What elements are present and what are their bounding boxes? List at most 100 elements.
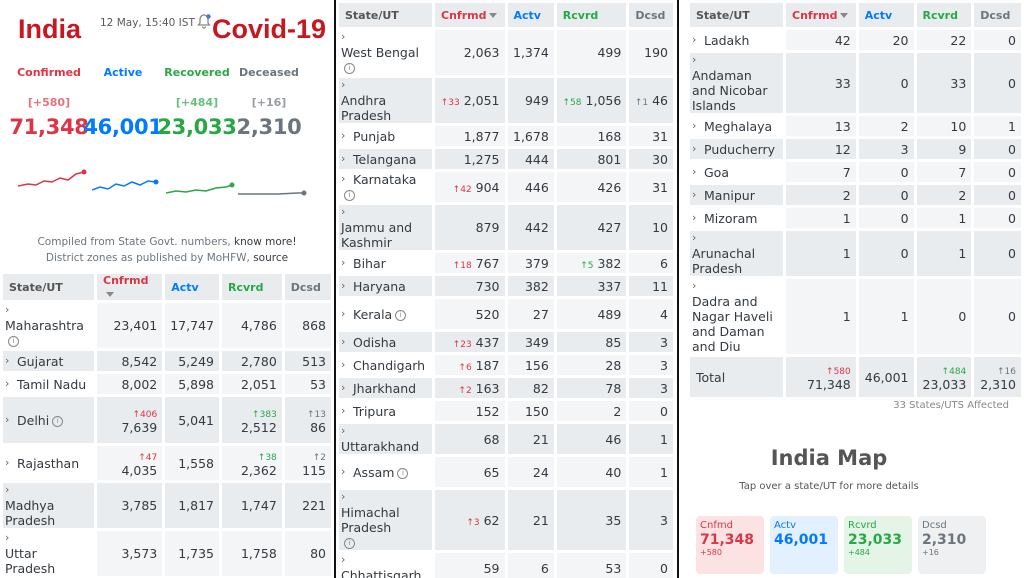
- state-cell[interactable]: › Punjab: [339, 126, 432, 146]
- state-cell[interactable]: › Andhra Pradesh: [339, 78, 432, 123]
- chevron-right-icon[interactable]: ›: [341, 403, 346, 417]
- info-icon[interactable]: i: [52, 415, 64, 427]
- info-icon[interactable]: i: [8, 336, 19, 347]
- chevron-right-icon[interactable]: ›: [692, 141, 697, 155]
- sort-caret-icon[interactable]: [106, 291, 114, 297]
- state-cell[interactable]: › Andaman and Nicobar Islands: [690, 53, 783, 113]
- header-deceased[interactable]: Dcsd: [629, 3, 673, 27]
- state-cell[interactable]: › Chhattisgarh: [339, 553, 432, 578]
- state-cell[interactable]: › Goa: [690, 162, 783, 182]
- state-cell[interactable]: › Jharkhand: [339, 378, 432, 398]
- map-card-recovered[interactable]: Rcvrd 23,033 +484: [844, 516, 912, 574]
- header-active[interactable]: Actv: [858, 3, 914, 27]
- state-cell[interactable]: › Mizoram: [690, 208, 783, 228]
- info-icon[interactable]: i: [395, 309, 407, 321]
- chevron-right-icon[interactable]: ›: [341, 306, 346, 320]
- chevron-right-icon[interactable]: ›: [5, 353, 10, 367]
- state-row[interactable]: › Chandigarh ↑6 187 156 28 3: [339, 355, 673, 375]
- state-row[interactable]: › Karnataka i ↑42 904 446 426 31: [339, 172, 673, 202]
- chevron-right-icon[interactable]: ›: [341, 151, 346, 165]
- state-row[interactable]: › Jharkhand ↑2 163 82 78 3: [339, 378, 673, 398]
- state-row[interactable]: › Chhattisgarh 59 6 53 0: [339, 553, 673, 578]
- state-row[interactable]: › Goa 7 0 7 0: [690, 162, 1021, 182]
- state-cell[interactable]: › Himachal Pradesh i: [339, 490, 432, 550]
- state-row[interactable]: › Madhya Pradesh 3,785 1,817 1,747 221: [3, 483, 331, 528]
- chevron-right-icon[interactable]: ›: [341, 380, 346, 394]
- state-cell[interactable]: › Gujarat: [3, 351, 94, 371]
- chevron-right-icon[interactable]: ›: [692, 53, 697, 66]
- state-row[interactable]: › Odisha ↑23 437 349 85 3: [339, 332, 673, 352]
- bell-icon[interactable]: [197, 14, 211, 30]
- chevron-right-icon[interactable]: ›: [692, 187, 697, 201]
- header-recovered[interactable]: Rcvrd: [916, 3, 972, 27]
- state-cell[interactable]: › Puducherry: [690, 139, 783, 159]
- state-row[interactable]: › Manipur 2 0 2 0: [690, 185, 1021, 205]
- state-cell[interactable]: › Jammu and Kashmir: [339, 205, 432, 250]
- state-cell[interactable]: › Tripura: [339, 401, 432, 421]
- state-row[interactable]: › Kerala i 520 27 489 4: [339, 299, 673, 329]
- state-cell[interactable]: › West Bengal i: [339, 30, 432, 75]
- summary-confirmed-label[interactable]: Confirmed: [17, 66, 81, 79]
- chevron-right-icon[interactable]: ›: [5, 303, 10, 316]
- state-cell[interactable]: › Meghalaya: [690, 116, 783, 136]
- map-card-active[interactable]: Actv 46,001: [770, 516, 838, 574]
- chevron-right-icon[interactable]: ›: [692, 32, 697, 46]
- state-row[interactable]: › Haryana 730 382 337 11: [339, 276, 673, 296]
- summary-recovered-label[interactable]: Recovered: [164, 66, 230, 79]
- map-card-confirmed[interactable]: Cnfmd 71,348 +580: [696, 516, 764, 574]
- chevron-right-icon[interactable]: ›: [341, 357, 346, 371]
- header-recovered[interactable]: Rcvrd: [221, 274, 282, 300]
- header-state[interactable]: State/UT: [339, 3, 432, 27]
- state-cell[interactable]: › Telangana: [339, 149, 432, 169]
- state-cell[interactable]: › Ladakh: [690, 30, 783, 50]
- chevron-right-icon[interactable]: ›: [692, 210, 697, 224]
- sort-caret-icon[interactable]: [840, 13, 849, 18]
- state-cell[interactable]: › Assam i: [339, 457, 432, 487]
- state-row[interactable]: › Assam i 65 24 40 1: [339, 457, 673, 487]
- header-confirmed[interactable]: Cnfrmd: [786, 3, 856, 27]
- state-row[interactable]: › Tamil Nadu 8,002 5,898 2,051 53: [3, 374, 331, 394]
- state-row[interactable]: › Maharashtra i 23,401 17,747 4,786 868: [3, 303, 331, 348]
- header-confirmed[interactable]: Cnfrmd: [435, 3, 505, 27]
- state-cell[interactable]: › Dadra and Nagar Haveli and Daman and Di…: [690, 279, 783, 354]
- state-row[interactable]: › Uttarakhand 68 21 46 1: [339, 424, 673, 454]
- state-row[interactable]: › Uttar Pradesh 3,573 1,735 1,758 80: [3, 531, 331, 576]
- state-cell[interactable]: › Uttarakhand: [339, 424, 432, 454]
- chevron-right-icon[interactable]: ›: [341, 490, 346, 503]
- state-row[interactable]: › Delhi i ↑406 7,639 5,041 ↑383 2,512 ↑13 86: [3, 397, 331, 443]
- state-row[interactable]: › Mizoram 1 0 1 0: [690, 208, 1021, 228]
- state-cell[interactable]: › Arunachal Pradesh: [690, 231, 783, 276]
- state-cell[interactable]: › Odisha: [339, 332, 432, 352]
- chevron-right-icon[interactable]: ›: [692, 164, 697, 178]
- chevron-right-icon[interactable]: ›: [341, 30, 346, 43]
- header-recovered[interactable]: Rcvrd: [556, 3, 627, 27]
- state-row[interactable]: › Arunachal Pradesh 1 0 1 0: [690, 231, 1021, 276]
- state-row[interactable]: › Meghalaya 13 2 10 1: [690, 116, 1021, 136]
- know-more-link[interactable]: know more!: [234, 236, 297, 248]
- header-confirmed[interactable]: Cnfrmd: [97, 274, 163, 300]
- chevron-right-icon[interactable]: ›: [341, 424, 346, 437]
- sort-caret-icon[interactable]: [489, 13, 498, 18]
- state-cell[interactable]: › Karnataka i: [339, 172, 432, 202]
- chevron-right-icon[interactable]: ›: [341, 464, 346, 478]
- chevron-right-icon[interactable]: ›: [5, 412, 10, 426]
- state-row[interactable]: › Dadra and Nagar Haveli and Daman and Di…: [690, 279, 1021, 354]
- info-icon[interactable]: i: [397, 467, 409, 479]
- header-deceased[interactable]: Dcsd: [974, 3, 1021, 27]
- summary-deceased-label[interactable]: Deceased: [239, 66, 299, 79]
- state-cell[interactable]: › Uttar Pradesh: [3, 531, 94, 576]
- chevron-right-icon[interactable]: ›: [341, 205, 346, 218]
- state-row[interactable]: › Gujarat 8,542 5,249 2,780 513: [3, 351, 331, 371]
- chevron-right-icon[interactable]: ›: [5, 483, 10, 496]
- state-row[interactable]: › Bihar ↑18 767 379 ↑5 382 6: [339, 253, 673, 273]
- state-row[interactable]: › Andaman and Nicobar Islands 33 0 33 0: [690, 53, 1021, 113]
- chevron-right-icon[interactable]: ›: [341, 255, 346, 269]
- state-row[interactable]: › West Bengal i 2,063 1,374 499 190: [339, 30, 673, 75]
- state-cell[interactable]: › Chandigarh: [339, 355, 432, 375]
- header-active[interactable]: Actv: [507, 3, 554, 27]
- state-row[interactable]: › Telangana 1,275 444 801 30: [339, 149, 673, 169]
- state-cell[interactable]: › Manipur: [690, 185, 783, 205]
- state-cell[interactable]: › Rajasthan: [3, 446, 94, 480]
- state-cell[interactable]: › Haryana: [339, 276, 432, 296]
- chevron-right-icon[interactable]: ›: [5, 531, 10, 544]
